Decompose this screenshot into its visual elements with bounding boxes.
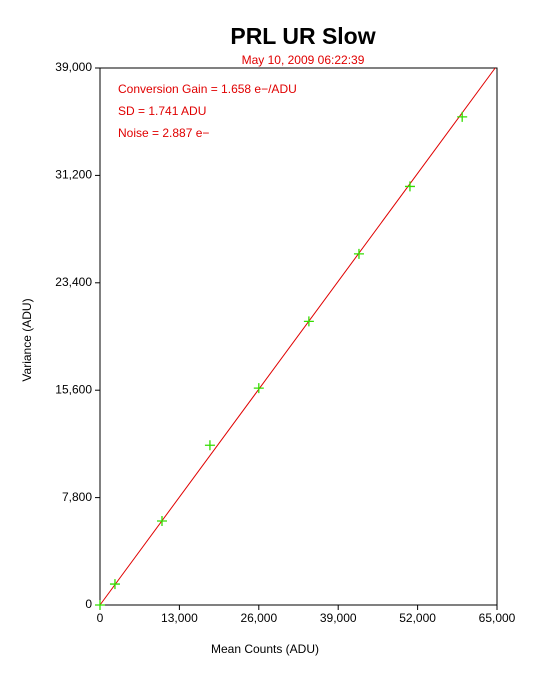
- x-tick-label: 0: [97, 611, 104, 625]
- data-point: [457, 111, 468, 122]
- data-point: [303, 316, 314, 327]
- data-point: [204, 440, 215, 451]
- chart-title: PRL UR Slow: [230, 23, 375, 49]
- y-tick-label: 23,400: [55, 275, 92, 289]
- data-point: [109, 579, 120, 590]
- x-tick-label: 39,000: [320, 611, 357, 625]
- annotation: Conversion Gain = 1.658 e−/ADU: [118, 82, 297, 96]
- data-point: [156, 516, 167, 527]
- y-tick-label: 15,600: [55, 382, 92, 396]
- y-tick-label: 0: [85, 597, 92, 611]
- x-tick-label: 52,000: [399, 611, 436, 625]
- x-tick-label: 26,000: [240, 611, 277, 625]
- data-point: [404, 181, 415, 192]
- fit-line: [99, 67, 496, 606]
- y-tick-label: 7,800: [62, 490, 92, 504]
- x-axis-label: Mean Counts (ADU): [211, 642, 319, 656]
- x-tick-label: 13,000: [161, 611, 198, 625]
- data-point: [95, 600, 105, 610]
- x-tick-label: 65,000: [479, 611, 516, 625]
- data-point: [253, 383, 264, 394]
- annotation: SD = 1.741 ADU: [118, 104, 206, 118]
- data-point: [353, 248, 364, 259]
- chart-subtitle: May 10, 2009 06:22:39: [242, 53, 365, 67]
- plot-frame: [99, 67, 498, 606]
- y-axis-label: Variance (ADU): [20, 298, 34, 381]
- y-tick-label: 31,200: [55, 168, 92, 182]
- annotation: Noise = 2.887 e−: [118, 126, 209, 140]
- y-tick-label: 39,000: [55, 60, 92, 74]
